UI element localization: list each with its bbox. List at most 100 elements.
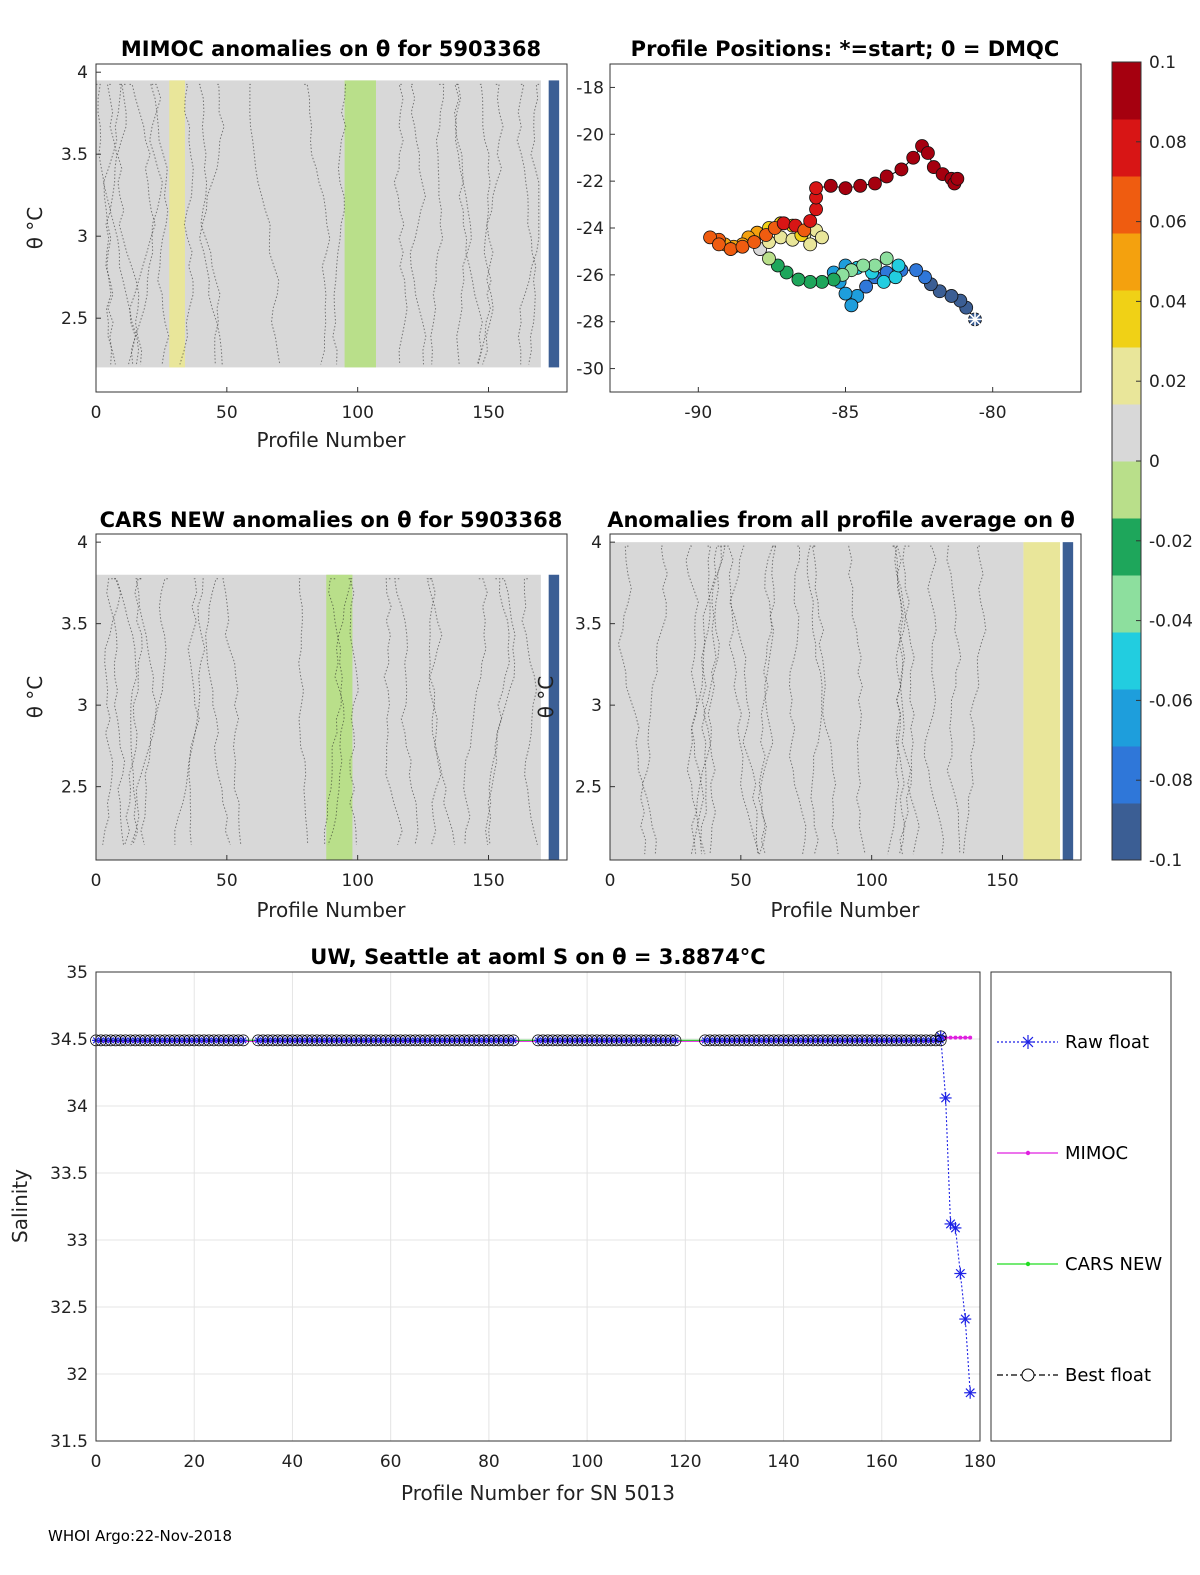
contour-line <box>150 83 170 365</box>
contour-line <box>430 83 445 365</box>
x-tick-label: 60 <box>380 1452 402 1472</box>
legend-item: CARS NEW <box>997 1254 1162 1275</box>
contour-line <box>454 83 483 365</box>
profile-position-marker <box>776 216 791 231</box>
profile-position-marker <box>921 146 935 160</box>
x-tick-label: 0 <box>605 871 616 891</box>
anomaly-band <box>548 80 560 368</box>
contour-line <box>487 578 510 845</box>
profile-position-marker <box>894 162 909 177</box>
legend-item: MIMOC <box>997 1143 1128 1164</box>
y-tick-label: -18 <box>576 78 604 98</box>
y-tick-label: -24 <box>576 219 604 239</box>
profile-position-marker <box>838 286 853 301</box>
colorbar-tick-label: 0.04 <box>1149 292 1187 312</box>
y-tick-label: 4 <box>77 533 88 553</box>
contour-line <box>140 578 168 845</box>
colorbar-tick-label: -0.1 <box>1149 851 1182 871</box>
legend-label: MIMOC <box>1065 1143 1128 1164</box>
profile-positions-panel: Profile Positions: *=start; 0 = DMQC -90… <box>576 37 1082 423</box>
contour-line <box>102 83 126 365</box>
contour-line <box>327 578 353 845</box>
salinity-title: UW, Seattle at aoml S on θ = 3.8874°C <box>310 945 765 969</box>
profile-position-marker <box>803 237 818 252</box>
contour-line <box>106 83 140 365</box>
mimoc-xlabel: Profile Number <box>257 428 407 452</box>
y-tick-label: 33 <box>66 1231 88 1251</box>
profile-position-marker <box>762 251 776 266</box>
profile-position-marker <box>856 258 871 273</box>
x-tick-label: 50 <box>216 403 238 423</box>
contour-line <box>729 545 759 855</box>
y-tick-label: 2.5 <box>61 778 88 798</box>
y-tick-label: -22 <box>576 172 604 192</box>
y-tick-label: -20 <box>576 125 604 145</box>
colorbar-cell <box>1112 176 1141 234</box>
colorbar-cell <box>1112 404 1141 462</box>
x-tick-label: 140 <box>767 1452 799 1472</box>
cars-anomaly-panel: CARS NEW anomalies on θ for 5903368 Prof… <box>23 508 568 922</box>
contour-line <box>394 578 419 845</box>
contour-line <box>758 545 776 855</box>
colorbar-tick-label: 0.02 <box>1149 372 1187 392</box>
colorbar-cell <box>1112 62 1141 120</box>
colorbar: 0.1 0.08 0.06 0.04 0.02 0 -0.02 -0.04 -0.06 -0.08… <box>1111 53 1193 871</box>
x-tick-label: -85 <box>832 403 860 423</box>
y-tick-label: 32 <box>66 1365 88 1385</box>
profile-position-marker <box>906 150 921 165</box>
colorbar-tick-label: -0.02 <box>1149 532 1193 552</box>
legend-label: Raw float <box>1065 1032 1149 1053</box>
average-title: Anomalies from all profile average on θ <box>607 508 1075 532</box>
profile-position-marker <box>803 274 818 289</box>
y-tick-label: -30 <box>576 360 604 380</box>
cars-title: CARS NEW anomalies on θ for 5903368 <box>100 508 563 532</box>
contour-line <box>130 578 157 845</box>
y-tick-label: 2.5 <box>61 309 88 329</box>
average-ylabel: θ °C <box>534 676 558 719</box>
x-tick-label: 0 <box>91 1452 102 1472</box>
y-tick-label: 3.5 <box>61 145 88 165</box>
x-tick-label: 180 <box>964 1452 996 1472</box>
contour-line <box>887 545 910 855</box>
profile-position-marker <box>879 251 894 266</box>
profile-position-marker <box>712 237 726 252</box>
contour-line <box>174 578 200 845</box>
legend-item: Best float <box>997 1365 1151 1386</box>
contour-line <box>463 578 488 845</box>
anomaly-band <box>96 574 541 860</box>
contour-line <box>428 578 456 845</box>
contour-line <box>409 83 427 365</box>
anomaly-band <box>1023 542 1061 860</box>
profile-position-marker <box>888 270 903 285</box>
contour-line <box>348 578 359 845</box>
x-tick-label: 100 <box>341 403 373 423</box>
profile-position-marker <box>853 178 868 193</box>
anomaly-band <box>1062 542 1074 860</box>
profile-position-marker <box>747 235 762 249</box>
contour-line <box>896 545 920 855</box>
contour-line <box>521 578 538 845</box>
colorbar-cell <box>1112 347 1141 405</box>
contour-line <box>695 545 726 855</box>
contour-line <box>685 545 699 855</box>
y-tick-label: 35 <box>66 963 88 983</box>
profile-position-marker <box>859 279 874 294</box>
colorbar-tick-label: 0.08 <box>1149 133 1187 153</box>
x-tick-label: 100 <box>855 871 887 891</box>
contour-line <box>848 545 866 855</box>
y-tick-label: -28 <box>576 313 604 333</box>
contour-line <box>757 545 777 855</box>
profile-position-marker <box>803 214 818 228</box>
contour-line <box>485 578 516 845</box>
contour-line <box>946 545 962 855</box>
contour-line <box>923 545 945 855</box>
y-tick-label: 3.5 <box>61 615 88 635</box>
y-tick-label: 3.5 <box>575 615 602 635</box>
x-tick-label: 40 <box>282 1452 304 1472</box>
y-tick-label: 32.5 <box>50 1298 88 1318</box>
y-tick-label: 31.5 <box>50 1432 88 1452</box>
profile-position-marker <box>826 272 841 287</box>
y-tick-label: 3 <box>77 227 88 247</box>
y-tick-label: 2.5 <box>575 778 602 798</box>
